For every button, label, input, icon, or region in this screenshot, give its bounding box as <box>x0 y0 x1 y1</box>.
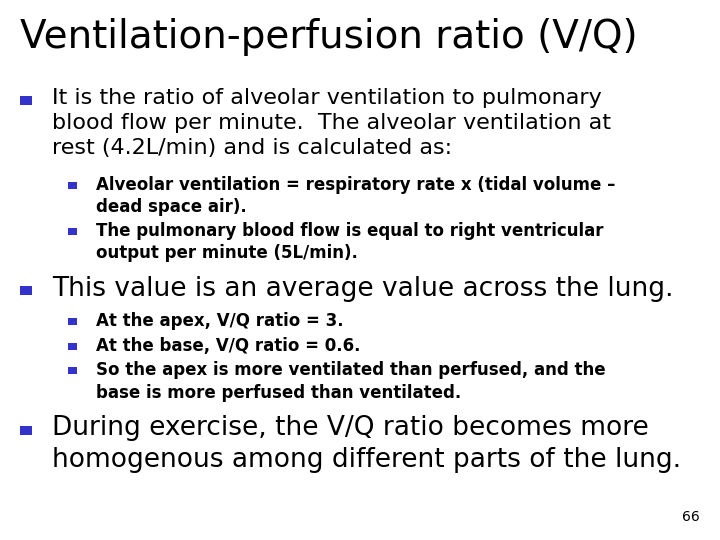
Text: Alveolar ventilation = respiratory rate x (tidal volume –
dead space air).: Alveolar ventilation = respiratory rate … <box>96 176 616 217</box>
Text: At the apex, V/Q ratio = 3.: At the apex, V/Q ratio = 3. <box>96 312 343 330</box>
Text: Ventilation-perfusion ratio (V/Q): Ventilation-perfusion ratio (V/Q) <box>20 18 638 56</box>
Text: So the apex is more ventilated than perfused, and the
base is more perfused than: So the apex is more ventilated than perf… <box>96 361 606 402</box>
Text: At the base, V/Q ratio = 0.6.: At the base, V/Q ratio = 0.6. <box>96 337 361 355</box>
Text: The pulmonary blood flow is equal to right ventricular
output per minute (5L/min: The pulmonary blood flow is equal to rig… <box>96 222 603 262</box>
Text: During exercise, the V/Q ratio becomes more
homogenous among different parts of : During exercise, the V/Q ratio becomes m… <box>52 415 681 474</box>
Text: This value is an average value across the lung.: This value is an average value across th… <box>52 276 673 302</box>
Text: 66: 66 <box>683 510 700 524</box>
Text: It is the ratio of alveolar ventilation to pulmonary
blood flow per minute.  The: It is the ratio of alveolar ventilation … <box>52 88 611 158</box>
